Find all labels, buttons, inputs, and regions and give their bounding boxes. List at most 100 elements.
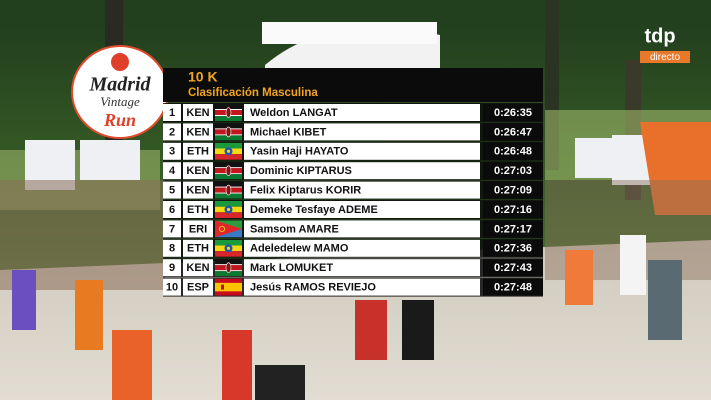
country-cell bbox=[183, 278, 213, 296]
rank: 2 bbox=[169, 126, 175, 138]
logo-emblem bbox=[111, 53, 129, 71]
country-cell bbox=[183, 239, 213, 257]
name-cell bbox=[244, 123, 480, 141]
time-cell bbox=[483, 220, 543, 238]
athlete-name: Felix Kiptarus KORIR bbox=[250, 185, 361, 197]
name-cell bbox=[244, 104, 480, 121]
flag bbox=[215, 239, 242, 257]
results-panel: 10 K Clasificación Masculina 1 KEN Weldon … bbox=[163, 68, 543, 297]
rank-cell bbox=[163, 162, 181, 180]
flag bbox=[215, 162, 242, 180]
country-cell bbox=[183, 181, 213, 199]
country-code: KEN bbox=[186, 185, 209, 197]
runner bbox=[75, 280, 103, 350]
finish-time: 0:27:17 bbox=[494, 223, 532, 235]
country-cell bbox=[183, 123, 213, 141]
country-code: ERI bbox=[189, 223, 207, 235]
finish-time: 0:27:09 bbox=[494, 185, 532, 197]
rank: 5 bbox=[169, 185, 175, 197]
athlete-name: Michael KIBET bbox=[250, 126, 327, 138]
time-cell bbox=[483, 259, 543, 277]
runner bbox=[112, 330, 152, 400]
live-status: directo bbox=[650, 52, 680, 63]
rank-cell bbox=[163, 142, 181, 160]
runner bbox=[620, 235, 646, 295]
country-code: ETH bbox=[187, 243, 209, 255]
athlete-name: Mark LOMUKET bbox=[250, 262, 333, 274]
panel-subtitle: Clasificación Masculina bbox=[188, 87, 318, 99]
rank: 7 bbox=[169, 223, 175, 235]
athlete-name: Jesús RAMOS REVIEJO bbox=[250, 282, 376, 294]
time-cell bbox=[483, 162, 543, 180]
finish-time: 0:26:35 bbox=[494, 107, 532, 119]
logo-line: Vintage bbox=[100, 94, 140, 109]
flag bbox=[215, 201, 242, 218]
flag bbox=[215, 181, 242, 199]
rank: 8 bbox=[169, 243, 175, 255]
race-logo: Madrid Vintage Run bbox=[71, 45, 169, 139]
panel-header bbox=[163, 68, 543, 102]
country-code: KEN bbox=[186, 165, 209, 177]
country-cell bbox=[183, 142, 213, 160]
runner bbox=[222, 330, 252, 400]
country-cell bbox=[183, 201, 213, 218]
channel-bug: tdp directo bbox=[640, 25, 690, 63]
channel-name: tdp bbox=[644, 25, 675, 47]
runner bbox=[12, 270, 36, 330]
live-tag bbox=[640, 51, 690, 63]
rank-cell bbox=[163, 123, 181, 141]
runner bbox=[355, 300, 387, 360]
time-cell bbox=[483, 201, 543, 218]
country-code: KEN bbox=[186, 107, 209, 119]
name-cell bbox=[244, 259, 480, 277]
athlete-name: Demeke Tesfaye ADEME bbox=[250, 204, 378, 216]
athlete-name: Yasin Haji HAYATO bbox=[250, 146, 349, 158]
logo-line: Run bbox=[103, 110, 136, 130]
tent bbox=[640, 122, 711, 215]
sponsor-board bbox=[80, 140, 140, 180]
finish-time: 0:27:03 bbox=[494, 165, 532, 177]
flag bbox=[215, 142, 242, 160]
rank: 1 bbox=[169, 107, 175, 119]
name-cell bbox=[244, 142, 480, 160]
finish-time: 0:27:43 bbox=[494, 262, 532, 274]
finish-time: 0:26:47 bbox=[494, 126, 532, 138]
runner bbox=[255, 365, 305, 400]
country-code: ESP bbox=[187, 282, 209, 294]
rank: 10 bbox=[166, 282, 178, 294]
athlete-name: Weldon LANGAT bbox=[250, 107, 338, 119]
country-cell bbox=[183, 104, 213, 121]
athlete-name: Adeledelew MAMO bbox=[250, 243, 349, 255]
rank-cell bbox=[163, 239, 181, 257]
name-cell bbox=[244, 278, 480, 296]
rank-cell bbox=[163, 201, 181, 218]
flag bbox=[215, 104, 242, 121]
name-cell bbox=[244, 181, 480, 199]
finish-time: 0:27:16 bbox=[494, 204, 532, 216]
logo-line: Madrid bbox=[88, 74, 151, 96]
time-cell bbox=[483, 278, 543, 296]
arch-banner bbox=[262, 22, 437, 44]
rank-cell bbox=[163, 220, 181, 238]
rank-cell bbox=[163, 259, 181, 277]
flag bbox=[215, 123, 242, 141]
time-cell bbox=[483, 181, 543, 199]
rank-cell bbox=[163, 104, 181, 121]
time-cell bbox=[483, 142, 543, 160]
runner bbox=[565, 250, 593, 305]
country-cell bbox=[183, 162, 213, 180]
athlete-name: Dominic KIPTARUS bbox=[250, 165, 352, 177]
name-cell bbox=[244, 239, 480, 257]
rank: 6 bbox=[169, 204, 175, 216]
name-cell bbox=[244, 220, 480, 238]
rank-cell bbox=[163, 181, 181, 199]
rank: 4 bbox=[169, 165, 176, 177]
finish-time: 0:27:48 bbox=[494, 282, 532, 294]
rank: 3 bbox=[169, 146, 175, 158]
country-cell bbox=[183, 220, 213, 238]
time-cell bbox=[483, 104, 543, 121]
finish-time: 0:27:36 bbox=[494, 243, 532, 255]
panel-title: 10 K bbox=[188, 69, 218, 85]
